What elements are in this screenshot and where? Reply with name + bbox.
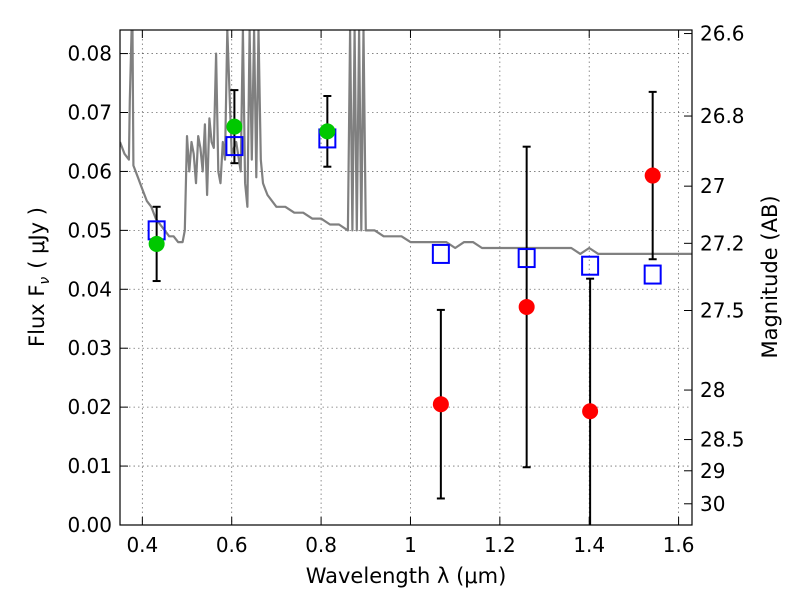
right-axis-ticks: 26.6 26.8 27 27.2 27.5 28 28.5 29 30 [684,22,745,516]
data-markers [147,118,662,420]
right-tick-label: 27.2 [700,231,745,255]
y-tick-label: 0.07 [67,101,112,125]
observed-point [582,403,599,420]
x-tick-label: 1 [404,533,417,557]
y-axis-label: Flux Fν ( μJy ) [25,207,53,347]
x-tick-label: 1.2 [484,533,516,557]
y-axis-label-unit: ( μJy ) [25,207,49,269]
y-tick-label: 0.08 [67,42,112,66]
x-axis-ticks: 0.4 0.6 0.8 1 1.2 1.4 1.6 [126,30,695,557]
right-tick-label: 28 [700,378,725,402]
x-tick-label: 0.6 [216,533,248,557]
right-axis-label: Magnitude (AB) [758,195,782,358]
right-tick-label: 29 [700,459,725,483]
x-tick-label: 1.6 [663,533,695,557]
x-tick-label: 1.4 [573,533,605,557]
y-tick-label: 0.00 [67,513,112,537]
y-tick-label: 0.04 [67,277,112,301]
x-axis-label: Wavelength λ (μm) [306,564,507,588]
observed-point [518,298,535,315]
grid-lines [120,30,692,526]
model-spectrum-line [120,30,692,255]
model-square-point [225,136,244,157]
y-tick-label: 0.06 [67,159,112,183]
right-tick-label: 28.5 [700,428,745,452]
y-axis-label-sub: ν [37,277,53,285]
right-tick-label: 27.5 [700,299,745,323]
y-tick-label: 0.03 [67,336,112,360]
y-axis-ticks: 0.00 0.01 0.02 0.03 0.04 0.05 0.06 0.07 0.08 [67,42,128,537]
y-tick-label: 0.01 [67,454,112,478]
model-square-point [517,248,536,269]
observed-point [148,235,165,252]
x-tick-label: 0.4 [126,533,158,557]
observed-point [432,396,449,413]
right-tick-label: 27 [700,174,725,198]
model-spectrum [120,30,692,255]
model-square-point [431,243,450,264]
y-tick-label: 0.02 [67,395,112,419]
y-axis-label-main: Flux F [25,285,49,347]
observed-point [319,123,336,140]
model-square-point [643,264,662,285]
model-square-point [581,255,600,276]
right-tick-label: 30 [700,492,725,516]
observed-point [226,118,243,135]
observed-point [644,167,661,184]
plot-frame [119,29,693,526]
right-tick-label: 26.6 [700,22,745,46]
y-tick-label: 0.05 [67,218,112,242]
x-tick-label: 0.8 [305,533,337,557]
right-tick-label: 26.8 [700,104,745,128]
